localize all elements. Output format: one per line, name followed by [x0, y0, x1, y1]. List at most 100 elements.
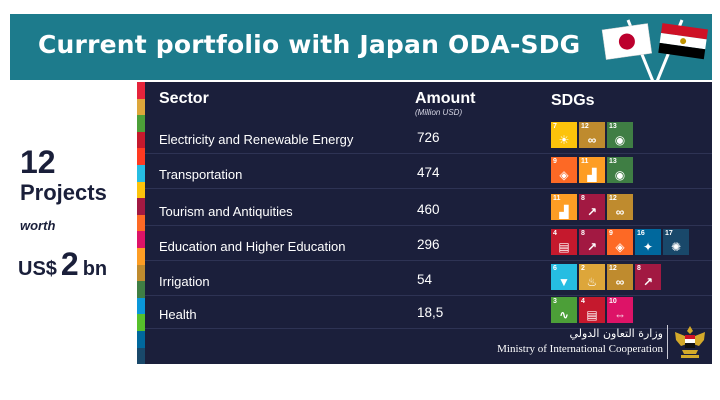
sdg-goal-number: 17 — [665, 230, 673, 237]
sector-name: Transportation — [159, 167, 243, 182]
sdg-goal-icon: 12 ∞ — [579, 122, 605, 148]
sdg-goal-icon: 10 ⇔ — [607, 297, 633, 323]
row-divider — [145, 295, 712, 296]
portfolio-summary: 12 Projects worth US$ 2 bn — [10, 140, 138, 290]
currency-label: US$ — [18, 258, 57, 280]
row-divider — [145, 328, 712, 329]
sdg-goal-number: 16 — [637, 230, 645, 237]
sdg-goal-number: 11 — [581, 158, 589, 165]
sdg-goal-number: 12 — [609, 195, 617, 202]
sector-amount: 474 — [417, 165, 440, 180]
sdg-goal-icon: 11 ▟ — [579, 157, 605, 183]
sdg-goal-number: 8 — [581, 195, 585, 202]
stripe-segment — [137, 115, 145, 132]
sdg-goal-glyph-icon: ▤ — [558, 240, 570, 254]
sdg-goal-number: 3 — [553, 298, 557, 305]
stripe-segment — [137, 330, 145, 348]
japan-egypt-flags-icon — [601, 19, 708, 84]
sdg-goal-glyph-icon: ↗ — [642, 275, 654, 289]
sdg-goal-number: 9 — [553, 158, 557, 165]
sdg-goal-icon: 4 ▤ — [579, 297, 605, 323]
amount-unit: bn — [82, 258, 108, 280]
sdg-goal-number: 10 — [609, 298, 617, 305]
table-row: Electricity and Renewable Energy 726 7 ☀ 12 ∞… — [145, 120, 712, 155]
stripe-segment — [137, 98, 145, 116]
sdg-goal-number: 13 — [609, 123, 617, 130]
sdg-goal-icon: 4 ▤ — [551, 229, 577, 255]
sdg-goal-glyph-icon: ∿ — [558, 308, 570, 322]
sdg-goal-number: 8 — [581, 230, 585, 237]
sdg-goal-icon: 2 ♨ — [579, 264, 605, 290]
sdg-goal-glyph-icon: ✦ — [642, 240, 654, 254]
sdg-goal-icon: 12 ∞ — [607, 194, 633, 220]
sdg-goal-number: 4 — [581, 298, 585, 305]
sdg-goal-number: 9 — [609, 230, 613, 237]
sector-amount: 296 — [417, 237, 440, 252]
sector-amount: 54 — [417, 272, 433, 287]
table-row: Transportation 474 9 ◈ 11 ▟ 13 ◉ — [145, 155, 712, 190]
stripe-segment — [137, 198, 145, 215]
sdg-goal-icon: 8 ↗ — [579, 229, 605, 255]
amount-value: 2 — [60, 246, 79, 282]
projects-label: Projects — [20, 180, 107, 205]
stripe-segment — [137, 82, 145, 99]
table-row: Irrigation 54 6 ▼ 2 ♨ 12 ∞ 8 ↗ — [145, 262, 712, 297]
total-amount: US$ 2 bn — [18, 246, 107, 283]
stripe-segment — [137, 214, 145, 232]
table-row: Tourism and Antiquities 460 11 ▟ 8 ↗ 12 ∞ — [145, 192, 712, 227]
sdg-goal-glyph-icon: ◉ — [614, 168, 626, 182]
sdg-goal-glyph-icon: ☀ — [558, 133, 570, 147]
amount-column-header: Amount — [415, 90, 476, 107]
egypt-eagle-emblem-icon — [675, 326, 705, 358]
sdg-goal-number: 6 — [553, 265, 557, 272]
sdg-goal-number: 7 — [553, 123, 557, 130]
stripe-segment — [137, 164, 145, 182]
sdg-goal-icon: 13 ◉ — [607, 157, 633, 183]
sdg-goal-glyph-icon: ↗ — [586, 240, 598, 254]
sdg-goal-glyph-icon: ⇔ — [614, 308, 626, 322]
row-divider — [145, 225, 712, 226]
stripe-segment — [137, 297, 145, 315]
ministry-name-arabic: وزارة التعاون الدولي — [569, 327, 663, 340]
sdg-goal-glyph-icon: ∞ — [587, 133, 597, 147]
sector-amount: 726 — [417, 130, 440, 145]
sdg-icon-group: 9 ◈ 11 ▟ 13 ◉ — [551, 157, 633, 183]
row-divider — [145, 153, 712, 154]
stripe-segment — [137, 247, 145, 265]
sdg-goal-number: 11 — [553, 195, 561, 202]
row-divider — [145, 260, 712, 261]
worth-label: worth — [20, 218, 56, 233]
stripe-segment — [137, 281, 145, 298]
stripe-segment — [137, 264, 145, 282]
stripe-segment — [137, 347, 145, 365]
sdgs-column-header: SDGs — [551, 92, 595, 109]
sector-name: Education and Higher Education — [159, 239, 346, 254]
sdg-goal-number: 2 — [581, 265, 585, 272]
sdg-goal-icon: 6 ▼ — [551, 264, 577, 290]
sdg-goal-glyph-icon: ◈ — [559, 168, 569, 182]
ministry-name-english: Ministry of International Cooperation — [497, 343, 663, 355]
project-count: 12 — [20, 144, 56, 180]
sdg-goal-glyph-icon: ▟ — [559, 205, 569, 219]
table-row: Health 18,5 3 ∿ 4 ▤ 10 ⇔ — [145, 295, 712, 330]
sdg-goal-icon: 9 ◈ — [551, 157, 577, 183]
sdg-goal-number: 12 — [609, 265, 617, 272]
sector-amount: 18,5 — [417, 305, 444, 320]
stripe-segment — [137, 131, 145, 149]
stripe-segment — [137, 231, 145, 248]
sector-name: Tourism and Antiquities — [159, 204, 293, 219]
sdg-goal-glyph-icon: ▟ — [587, 168, 597, 182]
sdg-goal-number: 12 — [581, 123, 589, 130]
sdg-icon-group: 3 ∿ 4 ▤ 10 ⇔ — [551, 297, 633, 323]
ministry-credit: وزارة التعاون الدولي Ministry of Interna… — [463, 327, 663, 355]
sdg-goal-glyph-icon: ♨ — [586, 275, 598, 289]
sdg-goal-glyph-icon: ◉ — [614, 133, 626, 147]
sdg-goal-glyph-icon: ∞ — [615, 275, 625, 289]
sdg-goal-icon: 8 ↗ — [579, 194, 605, 220]
sdg-goal-number: 4 — [553, 230, 557, 237]
sdg-goal-number: 13 — [609, 158, 617, 165]
sdg-goal-glyph-icon: ∞ — [615, 205, 625, 219]
stripe-segment — [137, 314, 145, 331]
sdg-goal-icon: 16 ✦ — [635, 229, 661, 255]
sdg-color-stripe — [137, 82, 145, 365]
